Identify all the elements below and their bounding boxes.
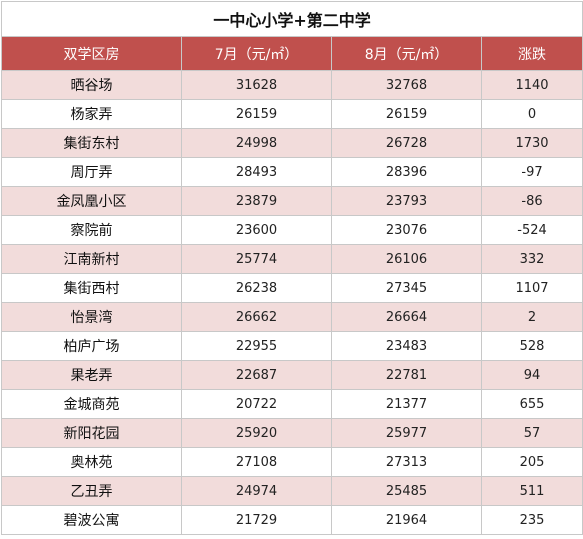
- price-change: 1140: [480, 70, 583, 100]
- column-header-district: 双学区房: [1, 36, 182, 71]
- community-name: 碧波公寓: [1, 505, 182, 535]
- july-price: 26662: [181, 302, 332, 332]
- august-price: 23076: [331, 215, 482, 245]
- august-price: 25485: [331, 476, 482, 506]
- table-row: 集街西村 26238 27345 1107: [1, 273, 583, 303]
- table-row: 乙丑弄 24974 25485 511: [1, 476, 583, 506]
- community-name: 周厅弄: [1, 157, 182, 187]
- price-change: -86: [480, 186, 583, 216]
- table-header-row: 双学区房 7月（元/㎡） 8月（元/㎡） 涨跌: [1, 36, 583, 71]
- july-price: 24974: [181, 476, 332, 506]
- table-title-row: 一中心小学+第二中学: [0, 1, 583, 37]
- table-row: 江南新村 25774 26106 332: [1, 244, 583, 274]
- august-price: 21377: [331, 389, 482, 419]
- august-price: 32768: [331, 70, 482, 100]
- price-change: -524: [480, 215, 583, 245]
- community-name: 金城商苑: [1, 389, 182, 419]
- community-name: 晒谷场: [1, 70, 182, 100]
- community-name: 果老弄: [1, 360, 182, 390]
- table-row: 周厅弄 28493 28396 -97: [1, 157, 583, 187]
- price-change: 205: [480, 447, 583, 477]
- table-row: 果老弄 22687 22781 94: [1, 360, 583, 390]
- table-row: 察院前 23600 23076 -524: [1, 215, 583, 245]
- price-change: 655: [480, 389, 583, 419]
- july-price: 26159: [181, 99, 332, 129]
- table-row: 新阳花园 25920 25977 57: [1, 418, 583, 448]
- price-change: 235: [480, 505, 583, 535]
- august-price: 23793: [331, 186, 482, 216]
- july-price: 22687: [181, 360, 332, 390]
- community-name: 奥林苑: [1, 447, 182, 477]
- august-price: 26728: [331, 128, 482, 158]
- price-change: 511: [480, 476, 583, 506]
- community-name: 柏庐广场: [1, 331, 182, 361]
- column-header-july-price: 7月（元/㎡）: [181, 36, 332, 71]
- august-price: 21964: [331, 505, 482, 535]
- table-row: 集街东村 24998 26728 1730: [1, 128, 583, 158]
- july-price: 25920: [181, 418, 332, 448]
- july-price: 26238: [181, 273, 332, 303]
- july-price: 25774: [181, 244, 332, 274]
- community-name: 察院前: [1, 215, 182, 245]
- august-price: 26664: [331, 302, 482, 332]
- price-change: 57: [480, 418, 583, 448]
- table-row: 金凤凰小区 23879 23793 -86: [1, 186, 583, 216]
- table-row: 怡景湾 26662 26664 2: [1, 302, 583, 332]
- july-price: 22955: [181, 331, 332, 361]
- july-price: 24998: [181, 128, 332, 158]
- community-name: 怡景湾: [1, 302, 182, 332]
- price-change: 1730: [480, 128, 583, 158]
- table-title: 一中心小学+第二中学: [0, 1, 583, 37]
- table-row: 奥林苑 27108 27313 205: [1, 447, 583, 477]
- price-change: 1107: [480, 273, 583, 303]
- price-change: -97: [480, 157, 583, 187]
- august-price: 28396: [331, 157, 482, 187]
- table-row: 金城商苑 20722 21377 655: [1, 389, 583, 419]
- table-row: 柏庐广场 22955 23483 528: [1, 331, 583, 361]
- august-price: 23483: [331, 331, 482, 361]
- table-row: 碧波公寓 21729 21964 235: [1, 505, 583, 535]
- price-change: 2: [480, 302, 583, 332]
- july-price: 27108: [181, 447, 332, 477]
- july-price: 28493: [181, 157, 332, 187]
- august-price: 25977: [331, 418, 482, 448]
- column-header-change: 涨跌: [480, 36, 583, 71]
- price-change: 0: [480, 99, 583, 129]
- community-name: 江南新村: [1, 244, 182, 274]
- community-name: 集街西村: [1, 273, 182, 303]
- price-change: 94: [480, 360, 583, 390]
- august-price: 26159: [331, 99, 482, 129]
- july-price: 31628: [181, 70, 332, 100]
- table-row: 晒谷场 31628 32768 1140: [1, 70, 583, 100]
- july-price: 21729: [181, 505, 332, 535]
- july-price: 23879: [181, 186, 332, 216]
- price-change: 528: [480, 331, 583, 361]
- table-row: 杨家弄 26159 26159 0: [1, 99, 583, 129]
- community-name: 新阳花园: [1, 418, 182, 448]
- august-price: 26106: [331, 244, 482, 274]
- column-header-august-price: 8月（元/㎡）: [331, 36, 482, 71]
- community-name: 杨家弄: [1, 99, 182, 129]
- july-price: 23600: [181, 215, 332, 245]
- august-price: 27313: [331, 447, 482, 477]
- community-name: 乙丑弄: [1, 476, 182, 506]
- august-price: 27345: [331, 273, 482, 303]
- community-name: 集街东村: [1, 128, 182, 158]
- community-name: 金凤凰小区: [1, 186, 182, 216]
- price-change: 332: [480, 244, 583, 274]
- august-price: 22781: [331, 360, 482, 390]
- july-price: 20722: [181, 389, 332, 419]
